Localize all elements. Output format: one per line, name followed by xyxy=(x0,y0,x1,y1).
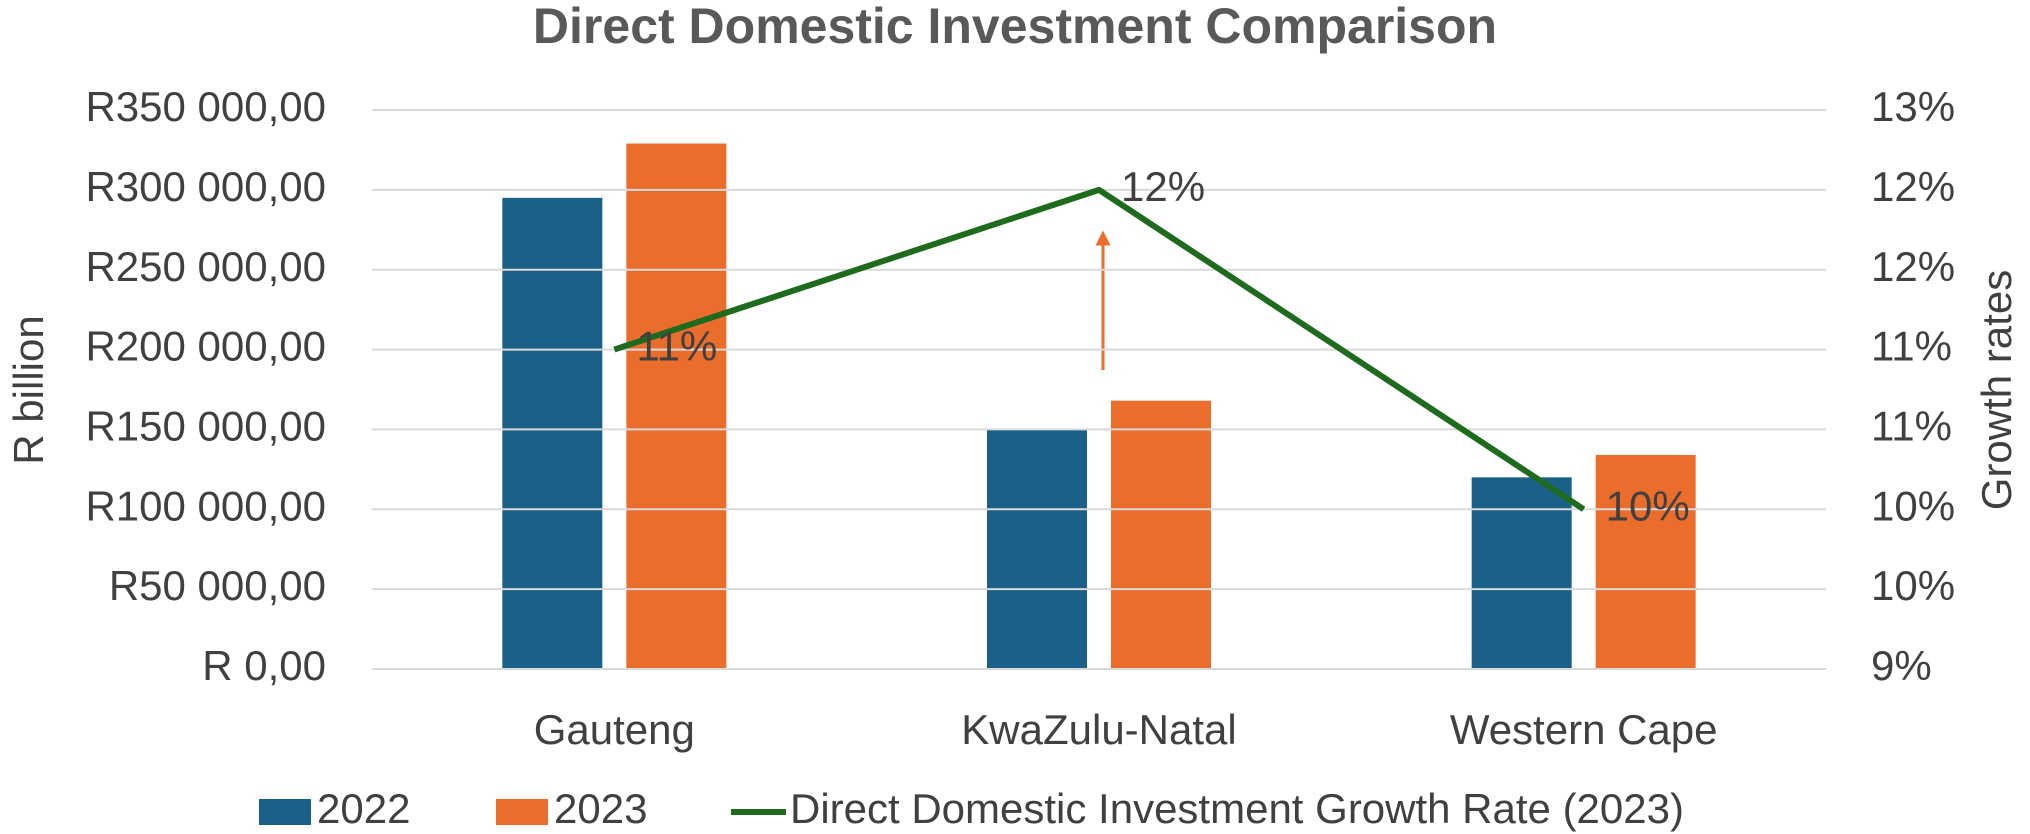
bar xyxy=(1595,454,1696,669)
y-tick-label: R250 000,00 xyxy=(85,243,326,290)
y-tick-label: R200 000,00 xyxy=(85,323,326,370)
y2-tick-label: 12% xyxy=(1871,163,1955,210)
y-tick-label: R150 000,00 xyxy=(85,403,326,450)
y2-tick-label: 11% xyxy=(1871,323,1952,370)
data-label: 12% xyxy=(1121,163,1205,210)
legend-label: Direct Domestic Investment Growth Rate (… xyxy=(790,785,1684,832)
line-series xyxy=(613,186,1586,512)
bar xyxy=(502,197,603,670)
y-tick-label: R350 000,00 xyxy=(85,83,326,130)
y2-tick-label: 10% xyxy=(1871,482,1955,529)
legend-label: 2023 xyxy=(554,785,647,832)
bar xyxy=(626,143,727,670)
data-label: 11% xyxy=(636,323,717,370)
y-tick-label: R100 000,00 xyxy=(85,482,326,529)
y2-axis-title: Growth rates xyxy=(1973,270,2020,510)
legend-label: 2022 xyxy=(317,785,410,832)
x-tick-label: Western Cape xyxy=(1450,706,1718,753)
y-tick-label: R 0,00 xyxy=(202,642,326,689)
chart-title: Direct Domestic Investment Comparison xyxy=(533,0,1497,54)
data-label: 10% xyxy=(1606,482,1690,529)
y-axis-title: R billion xyxy=(5,315,52,464)
bar xyxy=(987,429,1087,669)
y2-tick-label: 11% xyxy=(1871,403,1952,450)
bar xyxy=(1111,400,1211,669)
y2-tick-label: 12% xyxy=(1871,243,1955,290)
y-tick-label: R300 000,00 xyxy=(85,163,326,210)
bar xyxy=(1471,477,1572,669)
y-tick-label: R50 000,00 xyxy=(109,562,326,609)
legend-swatch xyxy=(496,799,548,825)
y2-tick-label: 13% xyxy=(1871,83,1955,130)
x-tick-label: KwaZulu-Natal xyxy=(961,706,1236,753)
x-tick-label: Gauteng xyxy=(534,706,695,753)
y2-tick-label: 10% xyxy=(1871,562,1955,609)
legend-swatch xyxy=(259,799,311,825)
y2-tick-label: 9% xyxy=(1871,642,1932,689)
